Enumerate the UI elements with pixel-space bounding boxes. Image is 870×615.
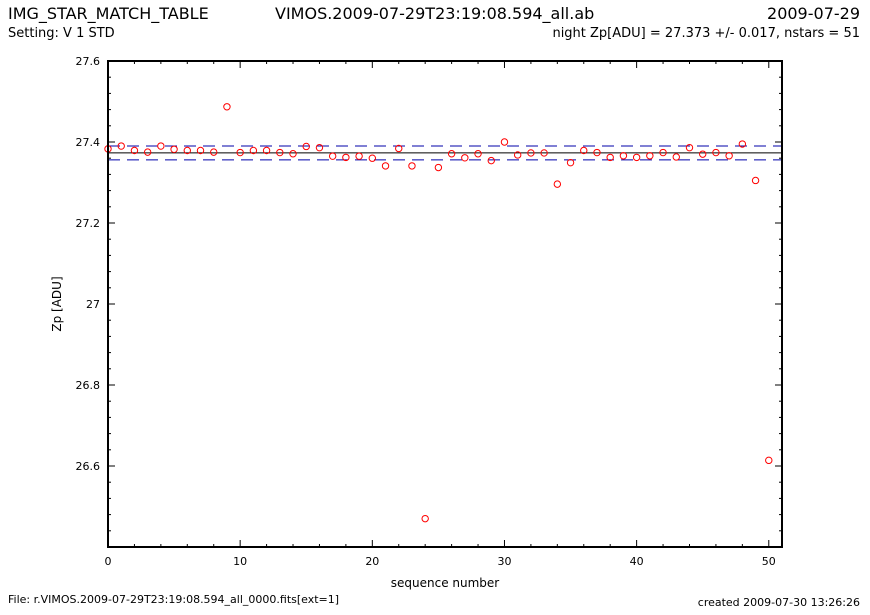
setting-label: Setting: V 1 STD xyxy=(8,26,115,41)
y-tick-label: 26.6 xyxy=(76,460,101,473)
y-tick-label: 26.8 xyxy=(76,379,101,392)
data-point xyxy=(368,154,377,162)
data-point xyxy=(434,163,443,172)
data-point xyxy=(646,152,654,160)
data-point xyxy=(421,514,429,523)
data-point xyxy=(381,162,390,170)
data-point xyxy=(183,146,191,155)
y-axis-label: Zp [ADU] xyxy=(50,276,64,331)
data-point xyxy=(157,142,165,150)
footer-file-label: File: r.VIMOS.2009-07-29T23:19:08.594_al… xyxy=(8,593,340,606)
data-point xyxy=(223,103,231,111)
zp-summary-label: night Zp[ADU] = 27.373 +/- 0.017, nstars… xyxy=(552,26,860,41)
y-tick-label: 27.4 xyxy=(76,136,101,149)
y-tick-label: 27.6 xyxy=(76,55,101,68)
x-tick-label: 20 xyxy=(365,555,379,568)
file-name-title: VIMOS.2009-07-29T23:19:08.594_all.ab xyxy=(275,4,595,23)
data-point xyxy=(553,180,562,188)
data-point xyxy=(249,146,258,155)
data-point xyxy=(210,148,218,156)
data-point xyxy=(593,148,601,157)
data-point xyxy=(170,145,178,153)
data-point xyxy=(725,152,733,160)
data-point xyxy=(765,456,773,465)
data-point xyxy=(328,152,337,160)
table-name-title: IMG_STAR_MATCH_TABLE xyxy=(8,4,209,23)
data-point xyxy=(540,149,548,157)
data-point xyxy=(143,148,152,156)
sigma-lines-layer xyxy=(108,145,782,161)
data-point xyxy=(408,162,416,170)
data-point xyxy=(395,144,403,153)
data-point xyxy=(474,150,482,158)
footer-created-label: created 2009-07-30 13:26:26 xyxy=(697,596,860,609)
data-point xyxy=(315,143,324,152)
data-point xyxy=(117,142,125,150)
ticks-layer: 0 10 20 30 40 50 26.6 26.8 27 27.2 27.4 27.6 xyxy=(76,55,782,568)
data-point xyxy=(527,149,535,157)
x-axis-label: sequence number xyxy=(391,576,500,590)
data-point xyxy=(738,140,747,148)
x-tick-label: 10 xyxy=(233,555,247,568)
data-point xyxy=(500,138,509,146)
data-point xyxy=(580,146,588,155)
y-tick-label: 27.2 xyxy=(76,217,101,230)
data-point xyxy=(712,148,720,157)
data-point xyxy=(751,176,760,185)
data-point xyxy=(685,143,694,152)
data-point xyxy=(487,156,495,165)
data-point xyxy=(355,152,363,160)
data-point xyxy=(262,146,271,155)
data-point xyxy=(461,154,469,162)
x-tick-label: 0 xyxy=(105,555,112,568)
date-title: 2009-07-29 xyxy=(767,4,860,23)
data-point xyxy=(632,153,641,162)
x-tick-label: 40 xyxy=(630,555,644,568)
data-point xyxy=(606,153,614,162)
data-point xyxy=(659,148,667,157)
data-point xyxy=(276,148,284,157)
data-point xyxy=(566,158,575,167)
data-point xyxy=(130,146,139,155)
x-tick-label: 50 xyxy=(762,555,776,568)
data-point xyxy=(342,153,350,162)
x-tick-label: 30 xyxy=(497,555,511,568)
data-point xyxy=(302,142,310,151)
data-point xyxy=(672,153,680,161)
data-point xyxy=(447,150,456,158)
data-point xyxy=(699,150,707,158)
y-tick-label: 27 xyxy=(86,298,100,311)
plot-frame xyxy=(107,60,783,548)
data-point xyxy=(289,150,297,158)
data-point xyxy=(236,148,244,157)
data-points-layer xyxy=(104,103,773,523)
data-point xyxy=(513,151,522,159)
data-point xyxy=(619,152,628,160)
data-point xyxy=(196,146,205,155)
